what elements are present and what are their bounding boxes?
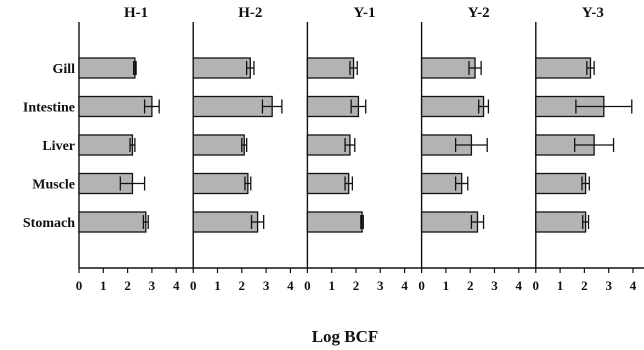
panel-title: H-2 bbox=[238, 5, 262, 21]
x-tick-label: 4 bbox=[401, 278, 408, 293]
x-tick-label: 2 bbox=[467, 278, 474, 293]
category-label: Intestine bbox=[23, 101, 75, 116]
error-bar bbox=[350, 99, 367, 114]
panel-title: Y-2 bbox=[468, 5, 490, 21]
panel-y-2: Y-2 0 1 2 3 4 bbox=[418, 5, 537, 293]
error-bar bbox=[250, 215, 265, 229]
x-tick-label: 1 bbox=[328, 278, 335, 293]
x-tick-label: 4 bbox=[516, 278, 523, 293]
panel-title: Y-3 bbox=[582, 5, 604, 21]
error-bar bbox=[241, 138, 248, 152]
x-axis-title: Log BCF bbox=[312, 327, 379, 346]
x-tick-label: 0 bbox=[76, 278, 83, 293]
error-bar bbox=[349, 61, 358, 75]
error-bar bbox=[586, 61, 595, 75]
error-bar bbox=[129, 138, 136, 152]
bar bbox=[78, 134, 134, 156]
error-bar bbox=[454, 138, 488, 152]
bar bbox=[535, 172, 587, 195]
error-bar bbox=[244, 176, 252, 191]
bar bbox=[306, 172, 350, 195]
x-tick-label: 1 bbox=[557, 278, 564, 293]
category-label: Liver bbox=[42, 139, 75, 154]
x-tick-label: 1 bbox=[214, 278, 221, 293]
error-bar bbox=[246, 61, 255, 75]
x-tick-label: 4 bbox=[287, 278, 294, 293]
category-label: Stomach bbox=[23, 216, 75, 231]
x-tick-label: 2 bbox=[581, 278, 588, 293]
bar bbox=[306, 211, 363, 233]
bar bbox=[192, 172, 249, 195]
x-tick-label: 4 bbox=[630, 278, 637, 293]
panel-h-2: H-2 0 1 2 3 4 bbox=[190, 5, 309, 293]
x-tick-label: 1 bbox=[443, 278, 450, 293]
bar bbox=[420, 57, 476, 79]
x-tick-label: 3 bbox=[605, 278, 612, 293]
panel-title: Y-1 bbox=[354, 5, 376, 21]
x-tick-label: 3 bbox=[491, 278, 498, 293]
x-tick-label: 1 bbox=[100, 278, 107, 293]
error-bar bbox=[470, 215, 485, 229]
error-bar bbox=[143, 99, 160, 114]
error-bar bbox=[454, 176, 469, 191]
bar bbox=[192, 95, 273, 118]
error-bar bbox=[261, 99, 283, 114]
bar bbox=[78, 211, 147, 233]
x-tick-label: 4 bbox=[173, 278, 180, 293]
bar bbox=[420, 211, 479, 233]
error-bar bbox=[119, 176, 146, 191]
bar bbox=[306, 134, 351, 156]
x-tick-label: 2 bbox=[124, 278, 131, 293]
bar bbox=[535, 57, 592, 79]
panel-title: H-1 bbox=[124, 5, 148, 21]
panels: H-1 0 1 2 3 4 H-2 0 1 2 3 4 Y-1 0 1 2 3 4 Y-2 0 1 2 3 4 Y-3 0 1 2 3 4 bbox=[76, 5, 637, 293]
x-tick-label: 0 bbox=[418, 278, 425, 293]
panel-y-3: Y-3 0 1 2 3 4 bbox=[533, 5, 637, 293]
error-bar bbox=[478, 99, 490, 114]
bar bbox=[306, 57, 355, 79]
bar bbox=[192, 211, 259, 233]
x-tick-label: 3 bbox=[377, 278, 384, 293]
x-tick-label: 0 bbox=[533, 278, 540, 293]
bar bbox=[78, 95, 153, 118]
panel-y-1: Y-1 0 1 2 3 4 bbox=[304, 5, 423, 293]
error-bar bbox=[581, 176, 590, 191]
panel-h-1: H-1 0 1 2 3 4 bbox=[76, 5, 194, 293]
x-tick-label: 2 bbox=[239, 278, 246, 293]
error-bar bbox=[142, 215, 149, 229]
bar bbox=[535, 211, 587, 233]
bar bbox=[78, 57, 136, 79]
category-label: Gill bbox=[52, 62, 75, 77]
bar bbox=[420, 95, 485, 118]
error-bar bbox=[344, 176, 354, 191]
x-tick-label: 3 bbox=[149, 278, 156, 293]
x-tick-label: 0 bbox=[190, 278, 197, 293]
x-tick-label: 3 bbox=[263, 278, 270, 293]
x-tick-label: 2 bbox=[353, 278, 360, 293]
error-bar bbox=[133, 61, 137, 75]
error-bar bbox=[360, 215, 364, 229]
bar bbox=[192, 134, 245, 156]
x-tick-label: 0 bbox=[304, 278, 311, 293]
bar bbox=[192, 57, 251, 79]
error-bar bbox=[575, 99, 633, 114]
error-bar bbox=[468, 61, 482, 75]
error-bar bbox=[574, 138, 615, 152]
error-bar bbox=[344, 138, 356, 152]
category-labels: Gill Intestine Liver Muscle Stomach bbox=[23, 62, 75, 231]
category-label: Muscle bbox=[32, 178, 75, 193]
error-bar bbox=[582, 215, 590, 229]
